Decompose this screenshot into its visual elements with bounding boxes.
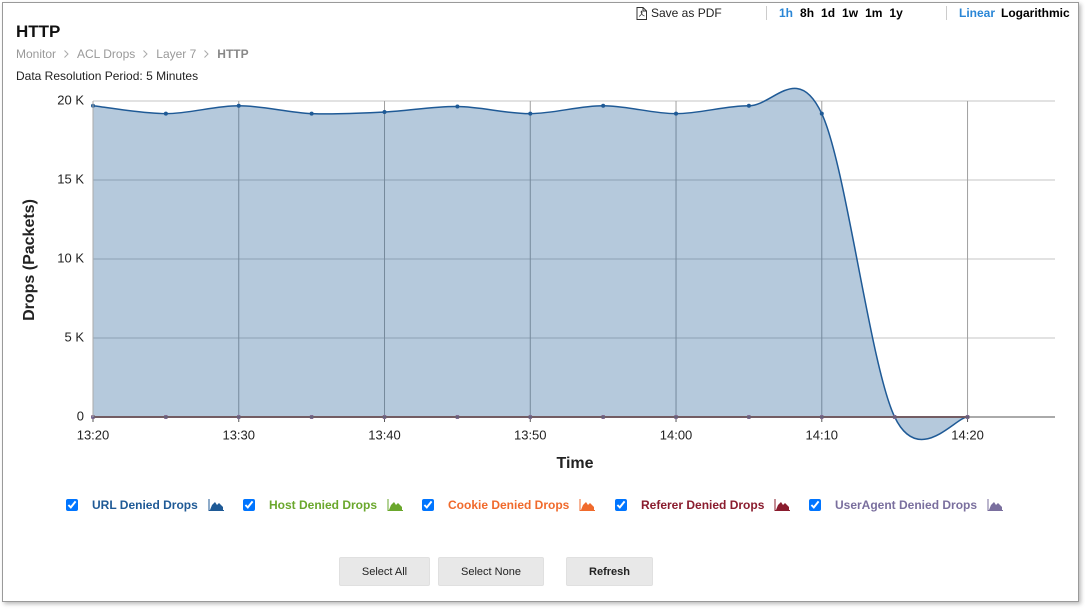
data-point [674,111,679,116]
range-option[interactable]: 8h [800,6,815,20]
crumb[interactable]: Layer 7 [156,47,197,61]
y-tick-label: 10 K [57,250,84,265]
button[interactable]: Refresh [566,557,653,586]
crumb-separator [143,50,148,58]
x-tick-label: 13:30 [222,427,255,442]
x-tick-label: 14:10 [806,427,839,442]
legend-icon [774,499,791,511]
legend-label: Host Denied Drops [269,498,378,512]
data-point [382,110,387,115]
breadcrumb: Monitor ACL Drops Layer 7 HTTP [16,47,249,61]
data-point [819,111,824,116]
series-area [93,88,968,440]
data-point [746,103,751,108]
x-tick-label: 13:50 [514,427,547,442]
scale-option[interactable]: Logarithmic [1001,6,1070,20]
scale-option[interactable]: Linear [959,6,996,20]
crumb-separator [204,50,210,58]
x-tick-label: 14:00 [660,427,693,442]
legend-checkbox[interactable] [66,499,78,511]
legend-label: URL Denied Drops [92,498,198,512]
legend-checkbox[interactable] [809,499,821,511]
range-option[interactable]: 1w [842,6,859,20]
legend-checkbox[interactable] [422,499,434,511]
legend-checkbox[interactable] [615,499,627,511]
crumb: HTTP [217,47,249,61]
legend-checkbox[interactable] [243,499,255,511]
pdf-icon [636,6,647,20]
save-pdf[interactable]: Save as PDF [636,6,722,20]
x-axis-title: Time [556,455,593,472]
data-point [309,111,314,116]
legend-icon [987,499,1004,511]
range-option[interactable]: 1m [865,6,883,20]
legend-item[interactable]: UserAgent Denied Drops [809,498,1004,512]
legend-icon [579,499,596,511]
crumb-separator [64,50,69,58]
button[interactable]: Select None [438,557,544,586]
y-tick-label: 20 K [57,92,84,107]
crumb[interactable]: ACL Drops [77,47,136,61]
y-tick-label: 0 [77,408,84,423]
legend-icon [208,499,224,511]
legend-icon [387,499,404,511]
scale-selector: Linear Logarithmic [946,6,1070,20]
button[interactable]: Select All [339,557,430,586]
series-line [92,87,968,441]
legend-item[interactable]: URL Denied Drops [66,498,224,512]
legend-label: Referer Denied Drops [641,498,765,512]
legend-item[interactable]: Host Denied Drops [243,498,404,512]
resolution: Data Resolution Period: 5 Minutes [16,69,199,83]
save-label: Save as PDF [651,6,722,20]
range-option[interactable]: 1d [821,6,836,20]
data-point [455,104,460,109]
legend-label: Cookie Denied Drops [448,498,570,512]
page-title: HTTP [16,22,61,41]
data-point [528,111,533,116]
range-option[interactable]: 1y [889,6,903,20]
legend-item[interactable]: Cookie Denied Drops [422,498,596,512]
frame [2,2,1079,602]
range-selector: 1h 8h 1d 1w 1m 1y [766,6,903,20]
legend-label: UserAgent Denied Drops [835,498,978,512]
y-axis-title: Drops (Packets) [21,199,38,321]
legend-item[interactable]: Referer Denied Drops [615,498,791,512]
x-tick-label: 13:20 [77,427,110,442]
x-tick-label: 14:20 [951,427,984,442]
data-point [236,103,241,108]
crumb[interactable]: Monitor [16,47,57,61]
y-tick-label: 5 K [64,329,84,344]
y-tick-label: 15 K [57,171,84,186]
data-point [163,111,168,116]
x-tick-label: 13:40 [368,427,401,442]
range-option[interactable]: 1h [779,6,794,20]
data-point [601,103,606,108]
